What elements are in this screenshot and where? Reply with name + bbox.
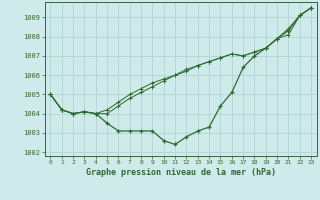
X-axis label: Graphe pression niveau de la mer (hPa): Graphe pression niveau de la mer (hPa) (86, 168, 276, 177)
